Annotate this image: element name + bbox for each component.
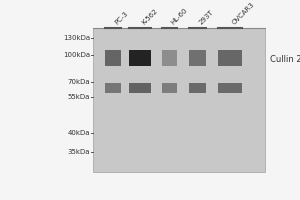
Bar	[188, 83, 206, 93]
Text: 70kDa: 70kDa	[68, 79, 90, 85]
Bar	[161, 50, 176, 66]
Bar	[105, 50, 121, 66]
Text: PC-3: PC-3	[114, 11, 130, 26]
Text: 130kDa: 130kDa	[63, 35, 90, 41]
Bar	[188, 50, 206, 66]
Text: 293T: 293T	[198, 9, 215, 26]
Text: 100kDa: 100kDa	[63, 52, 90, 58]
Text: 35kDa: 35kDa	[68, 149, 90, 155]
Bar	[129, 50, 151, 66]
Text: 55kDa: 55kDa	[68, 94, 90, 100]
Text: K-562: K-562	[141, 8, 159, 26]
Bar	[129, 83, 151, 93]
Bar	[161, 83, 176, 93]
Bar	[93, 28, 265, 172]
Bar	[218, 83, 242, 93]
Text: 40kDa: 40kDa	[68, 130, 90, 136]
Text: HL-60: HL-60	[170, 7, 189, 26]
Bar	[218, 50, 242, 66]
Text: OVCAR3: OVCAR3	[231, 1, 256, 26]
Text: Cullin 2: Cullin 2	[270, 55, 300, 64]
Bar	[105, 83, 121, 93]
